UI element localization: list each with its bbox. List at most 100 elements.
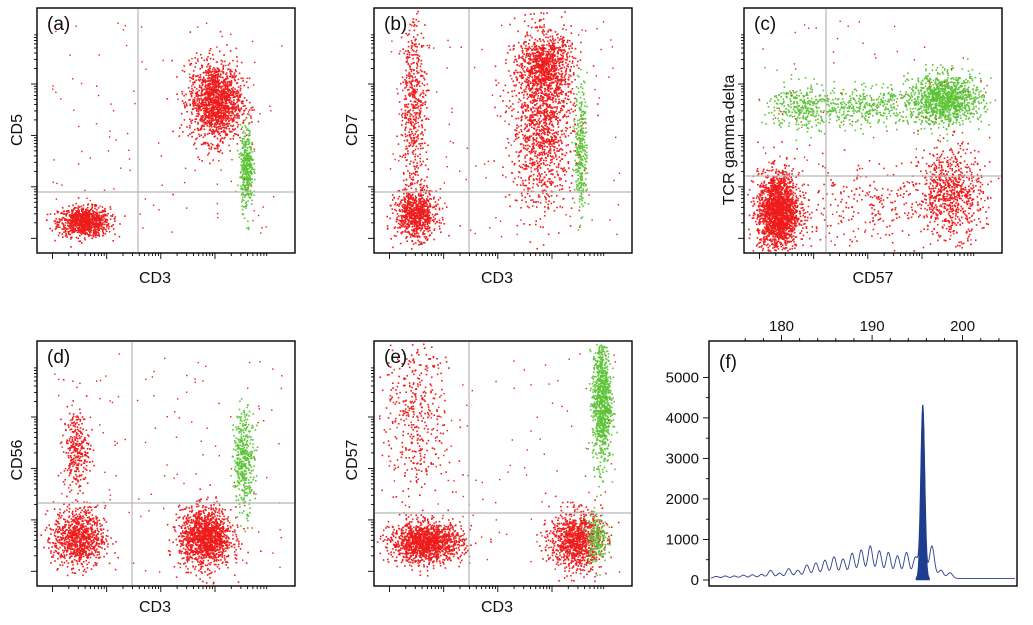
event-dot bbox=[192, 102, 194, 104]
event-dot bbox=[252, 107, 254, 109]
event-dot bbox=[230, 91, 232, 93]
event-dot bbox=[197, 113, 199, 115]
event-dot bbox=[96, 223, 98, 225]
event-dot bbox=[196, 92, 198, 94]
event-dot bbox=[197, 123, 199, 125]
event-dot bbox=[222, 122, 224, 124]
event-dot bbox=[79, 222, 81, 224]
event-dot bbox=[91, 220, 93, 222]
event-dot bbox=[231, 115, 233, 117]
event-dot bbox=[105, 233, 107, 235]
event-dot bbox=[65, 222, 67, 224]
event-dot bbox=[246, 227, 248, 229]
event-dot bbox=[96, 231, 98, 233]
event-dot bbox=[190, 93, 192, 95]
event-dot bbox=[204, 129, 206, 131]
event-dot bbox=[210, 129, 212, 131]
event-dot bbox=[188, 60, 190, 62]
event-dot bbox=[200, 98, 202, 100]
event-dot bbox=[113, 228, 115, 230]
event-dot bbox=[81, 206, 83, 208]
event-dot bbox=[183, 103, 185, 105]
event-dot bbox=[234, 72, 236, 74]
event-dot bbox=[194, 87, 196, 89]
event-dot bbox=[205, 143, 207, 145]
event-dot bbox=[242, 78, 244, 80]
event-dot bbox=[243, 120, 245, 122]
event-dot bbox=[213, 107, 215, 109]
event-dot bbox=[96, 218, 98, 220]
event-dot bbox=[193, 131, 195, 133]
event-dot bbox=[222, 95, 224, 97]
event-dot bbox=[230, 73, 232, 75]
event-dot bbox=[96, 209, 98, 211]
event-dot bbox=[63, 231, 65, 233]
event-dot bbox=[212, 120, 214, 122]
event-dot bbox=[62, 233, 64, 235]
event-dot bbox=[46, 219, 48, 221]
event-dot bbox=[221, 137, 223, 139]
event-dot bbox=[74, 225, 76, 227]
event-dot bbox=[241, 77, 243, 79]
event-dot bbox=[179, 135, 181, 137]
event-dot bbox=[194, 107, 196, 109]
event-dot bbox=[221, 93, 223, 95]
event-dot bbox=[215, 77, 217, 79]
event-dot bbox=[197, 115, 199, 117]
event-dot bbox=[225, 109, 227, 111]
event-dot bbox=[239, 111, 241, 113]
event-dot bbox=[203, 78, 205, 80]
event-dot bbox=[217, 132, 219, 134]
event-dot bbox=[85, 211, 87, 213]
event-dot bbox=[248, 123, 250, 125]
event-dot bbox=[78, 238, 80, 240]
event-dot bbox=[80, 215, 82, 217]
event-dot bbox=[225, 118, 227, 120]
event-dot bbox=[55, 228, 57, 230]
event-dot bbox=[102, 219, 104, 221]
event-dot bbox=[220, 104, 222, 106]
event-dot bbox=[212, 118, 214, 120]
event-dot bbox=[220, 95, 222, 97]
event-dot bbox=[216, 145, 218, 147]
event-dot bbox=[220, 116, 222, 118]
event-dot bbox=[100, 220, 102, 222]
event-dot bbox=[228, 97, 230, 99]
event-dot bbox=[249, 102, 251, 104]
event-dot bbox=[212, 79, 214, 81]
event-dot bbox=[214, 84, 216, 86]
event-dot bbox=[65, 218, 67, 220]
event-dot bbox=[222, 152, 224, 154]
event-dot bbox=[242, 80, 244, 82]
event-dot bbox=[225, 74, 227, 76]
event-dot bbox=[245, 108, 247, 110]
event-dot bbox=[238, 79, 240, 81]
event-dot bbox=[220, 121, 222, 123]
event-dot bbox=[93, 211, 95, 213]
event-dot bbox=[219, 95, 221, 97]
event-dot bbox=[87, 218, 89, 220]
event-dot bbox=[221, 99, 223, 101]
event-dot bbox=[228, 125, 230, 127]
event-dot bbox=[94, 220, 96, 222]
event-dot bbox=[217, 122, 219, 124]
event-dot bbox=[220, 76, 222, 78]
event-dot bbox=[222, 107, 224, 109]
event-dot bbox=[207, 56, 209, 58]
event-dot bbox=[241, 206, 243, 208]
event-dot bbox=[216, 87, 218, 89]
event-dot bbox=[226, 115, 228, 117]
event-dot bbox=[192, 78, 194, 80]
event-dot bbox=[235, 91, 237, 93]
event-dot bbox=[215, 130, 217, 132]
event-dot bbox=[233, 87, 235, 89]
event-dot bbox=[72, 216, 74, 218]
event-dot bbox=[223, 71, 225, 73]
event-dot bbox=[229, 150, 231, 152]
event-dot bbox=[218, 94, 220, 96]
event-dot bbox=[70, 228, 72, 230]
event-dot bbox=[72, 205, 74, 207]
event-dot bbox=[226, 75, 228, 77]
event-dot bbox=[222, 68, 224, 70]
event-dot bbox=[119, 223, 121, 225]
